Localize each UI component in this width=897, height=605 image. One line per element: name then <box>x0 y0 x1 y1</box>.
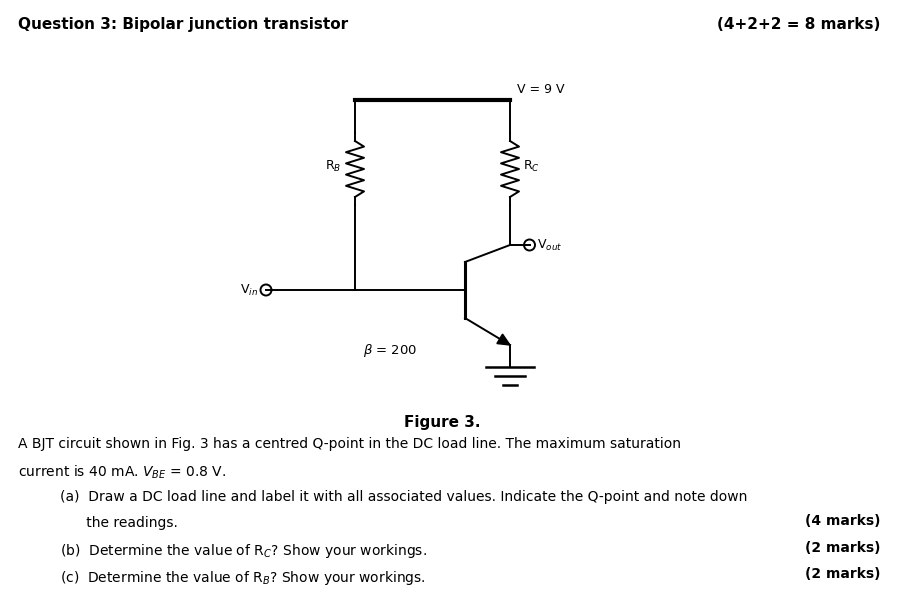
Text: (4+2+2 = 8 marks): (4+2+2 = 8 marks) <box>717 17 880 32</box>
Text: (c)  Determine the value of R$_B$? Show your workings.: (c) Determine the value of R$_B$? Show y… <box>60 569 426 587</box>
Text: Figure 3.: Figure 3. <box>405 415 481 430</box>
Text: current is 40 mA. $V_{BE}$ = 0.8 V.: current is 40 mA. $V_{BE}$ = 0.8 V. <box>18 463 226 481</box>
Text: (2 marks): (2 marks) <box>805 540 880 555</box>
Text: the readings.: the readings. <box>60 516 178 530</box>
Text: R$_C$: R$_C$ <box>523 159 540 174</box>
Text: Question 3: Bipolar junction transistor: Question 3: Bipolar junction transistor <box>18 17 348 32</box>
Text: (b)  Determine the value of R$_C$? Show your workings.: (b) Determine the value of R$_C$? Show y… <box>60 543 427 560</box>
Text: R$_B$: R$_B$ <box>325 159 341 174</box>
Text: V$_{out}$: V$_{out}$ <box>537 237 562 252</box>
Text: V = 9 V: V = 9 V <box>517 83 564 96</box>
Text: (a)  Draw a DC load line and label it with all associated values. Indicate the Q: (a) Draw a DC load line and label it wit… <box>60 491 747 505</box>
Polygon shape <box>497 334 510 345</box>
Text: $\beta$ = 200: $\beta$ = 200 <box>362 342 417 359</box>
Text: A BJT circuit shown in Fig. 3 has a centred Q-point in the DC load line. The max: A BJT circuit shown in Fig. 3 has a cent… <box>18 437 681 451</box>
Text: (4 marks): (4 marks) <box>805 514 880 528</box>
Text: (2 marks): (2 marks) <box>805 567 880 581</box>
Text: V$_{in}$: V$_{in}$ <box>239 283 258 298</box>
